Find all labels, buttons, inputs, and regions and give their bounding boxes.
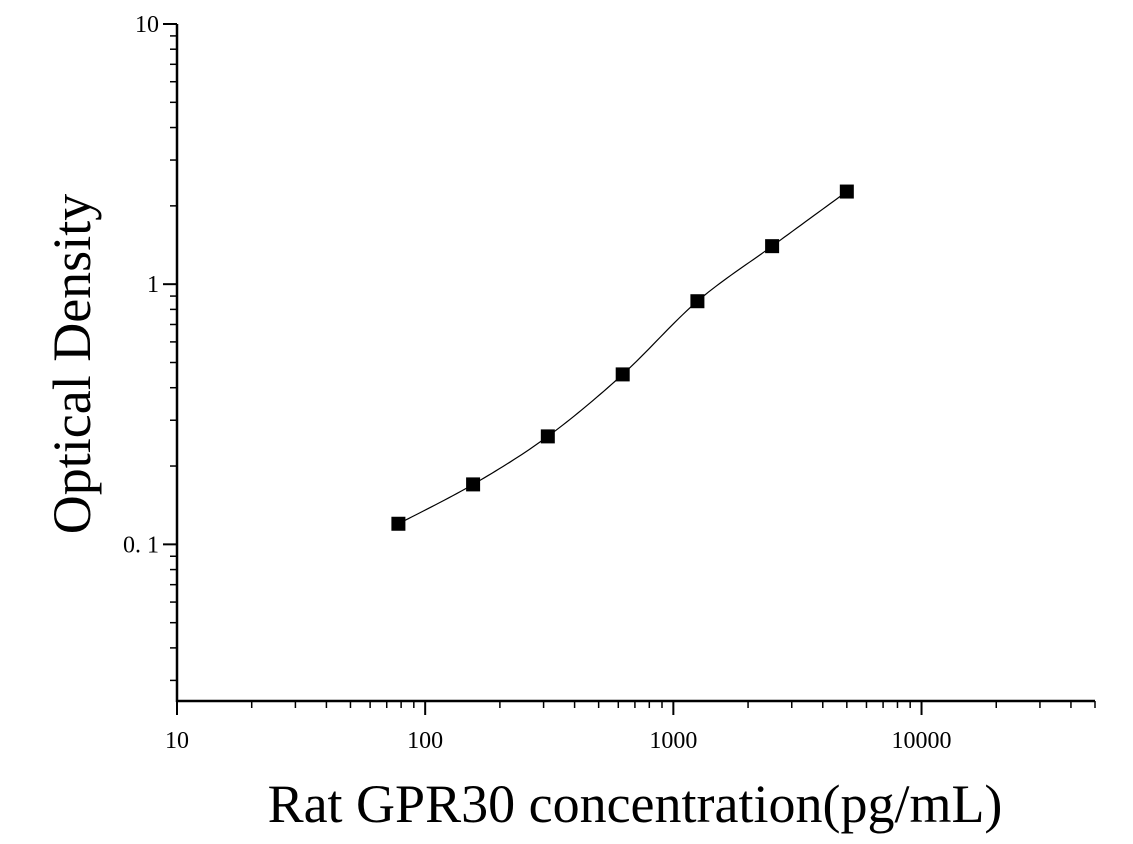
y-tick-labels: 0. 1 1 10: [123, 12, 159, 558]
x-tick-label: 10: [165, 728, 189, 754]
y-axis-title: Optical Density: [42, 194, 102, 534]
x-tick-labels: 10 100 1000 10000: [165, 728, 952, 754]
data-point: [391, 516, 406, 531]
x-tick-label: 10000: [892, 728, 952, 754]
data-point: [690, 294, 705, 309]
data-point: [540, 429, 555, 444]
y-tick-label: 0. 1: [123, 532, 159, 558]
fit-curve: [398, 191, 848, 525]
x-axis-title: Rat GPR30 concentration(pg/mL): [268, 774, 1003, 834]
data-points: [391, 184, 854, 531]
y-tick-label: 10: [135, 12, 159, 38]
data-point: [839, 184, 854, 199]
data-point: [765, 239, 780, 254]
major-ticks: [163, 23, 923, 715]
x-tick-label: 1000: [649, 728, 697, 754]
data-point: [466, 477, 481, 492]
x-tick-label: 100: [407, 728, 443, 754]
minor-ticks: [170, 35, 1096, 708]
data-point: [615, 367, 630, 382]
y-tick-label: 1: [147, 272, 159, 298]
